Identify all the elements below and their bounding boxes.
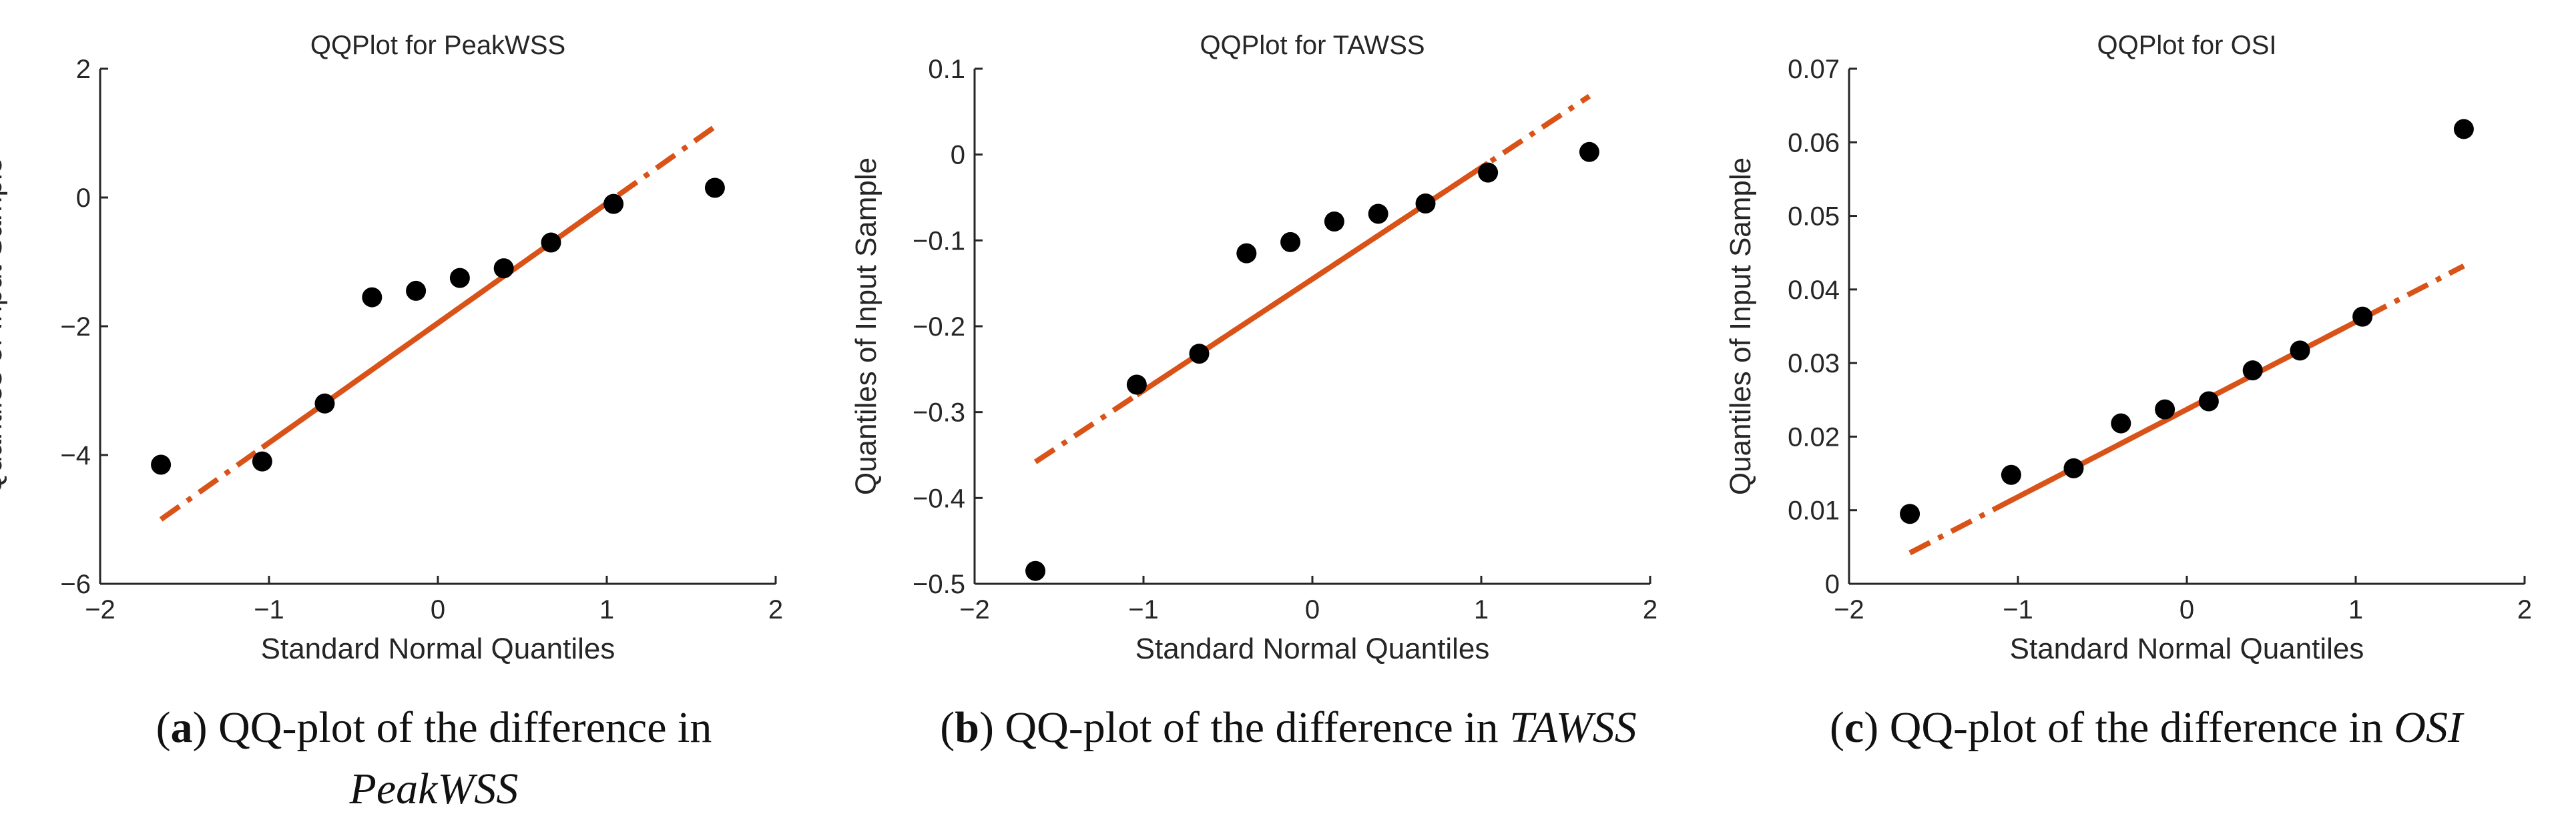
p1-data-point: [1280, 232, 1301, 252]
p2-y-tick-label: 0.07: [1788, 55, 1840, 84]
p1-y-tick-label: −0.3: [913, 398, 965, 428]
caption-b-label: b: [955, 703, 979, 752]
p1-data-point: [1324, 212, 1344, 232]
p0-data-point: [151, 454, 172, 475]
p2-title: QQPlot for OSI: [2097, 31, 2277, 60]
p0-x-tick-label: −2: [85, 595, 115, 624]
p1-x-tick-label: 2: [1643, 595, 1657, 624]
p1-data-point: [1579, 141, 1599, 162]
p0-data-point: [449, 268, 470, 288]
p2-data-point: [2453, 119, 2474, 139]
panel-osi: −2 −1 0 1 2 0 0.01 0.02 0.03 0.04 0.05 0.06 0.07 QQPl…: [1724, 31, 2532, 665]
p1-data-point: [1478, 162, 1499, 183]
p2-data-point: [2111, 413, 2131, 434]
p2-data-point: [2242, 360, 2263, 381]
p2-y-axis-label: Quantiles of Input Sample: [1724, 157, 1757, 495]
p0-y-tick-label: −2: [60, 312, 91, 342]
caption-c-label: c: [1844, 703, 1864, 752]
caption-c-var: OSI: [2394, 703, 2463, 752]
p2-data-point: [2198, 391, 2219, 412]
p2-data-point: [2155, 399, 2175, 420]
p2-y-tick-label: 0.05: [1788, 202, 1840, 232]
p1-title: QQPlot for TAWSS: [1200, 31, 1425, 60]
p1-y-tick-label: −0.4: [913, 484, 965, 513]
p2-x-tick-label: −1: [2003, 595, 2033, 624]
p0-y-tick-label: −6: [60, 570, 91, 599]
p0-x-axis-label: Standard Normal Quantiles: [261, 633, 615, 665]
p2-y-tick-label: 0.01: [1788, 496, 1840, 526]
p2-data-point: [2352, 306, 2373, 327]
p1-y-tick-label: 0.1: [928, 55, 965, 84]
p2-data-point: [2063, 458, 2084, 478]
caption-a-var: PeakWSS: [349, 765, 519, 813]
p2-data-point: [2001, 464, 2021, 485]
p2-data-point: [2290, 340, 2310, 361]
caption-a-label: a: [170, 703, 193, 752]
p1-y-axis-label: Quantiles of Input Sample: [850, 157, 882, 495]
p2-x-tick-label: −2: [1834, 595, 1864, 624]
p1-y-tick-label: 0: [951, 141, 965, 170]
p2-reference-line-solid: [2010, 316, 2364, 503]
p2-x-axis-label: Standard Normal Quantiles: [2010, 633, 2364, 665]
caption-c: (c) QQ-plot of the difference in OSI: [1829, 703, 2463, 752]
p1-data-point: [1126, 374, 1147, 395]
p1-x-axis-label: Standard Normal Quantiles: [1135, 633, 1490, 665]
p0-data-point: [314, 393, 335, 414]
p0-data-point: [362, 287, 382, 308]
p0-y-axis-label: Quantiles of Input Sample: [0, 157, 8, 495]
p1-x-tick-label: −2: [959, 595, 990, 624]
p0-data-point: [406, 280, 427, 301]
p1-x-tick-label: 0: [1305, 595, 1320, 624]
p1-y-tick-label: −0.1: [913, 226, 965, 256]
p2-x-tick-label: 0: [2179, 595, 2194, 624]
p0-data-point: [541, 232, 561, 253]
p2-y-tick-label: 0.03: [1788, 349, 1840, 378]
p0-reference-line-solid: [260, 196, 615, 450]
p2-y-tick-label: 0: [1825, 570, 1840, 599]
p1-data-point: [1415, 193, 1436, 214]
p1-x-tick-label: 1: [1474, 595, 1489, 624]
p1-y-tick-label: −0.2: [913, 312, 965, 342]
p1-x-tick-label: −1: [1128, 595, 1159, 624]
p1-data-point: [1368, 203, 1388, 224]
p0-x-tick-label: 2: [768, 595, 783, 624]
p0-y-tick-label: −4: [60, 441, 91, 470]
p0-x-tick-label: 0: [431, 595, 445, 624]
caption-c-text: QQ-plot of the difference in: [1889, 703, 2383, 752]
caption-b: (b) QQ-plot of the difference in TAWSS: [940, 703, 1637, 752]
p2-x-tick-label: 2: [2517, 595, 2532, 624]
p2-y-tick-label: 0.06: [1788, 128, 1840, 157]
p0-x-tick-label: −1: [254, 595, 284, 624]
p2-x-tick-label: 1: [2348, 595, 2363, 624]
caption-b-var: TAWSS: [1509, 703, 1637, 752]
p0-title: QQPlot for PeakWSS: [310, 31, 565, 60]
p0-x-tick-label: 1: [599, 595, 614, 624]
p1-data-point: [1189, 344, 1210, 364]
p1-data-point: [1025, 560, 1046, 581]
p1-y-tick-label: −0.5: [913, 570, 965, 599]
p2-data-point: [1900, 504, 1920, 524]
p1-data-point: [1236, 243, 1257, 264]
panel-peakwss: −2 −1 0 1 2 −6 −4 −2 0 2 QQPlot for PeakWSS Standar…: [0, 31, 783, 665]
caption-b-text: QQ-plot of the difference in: [1005, 703, 1499, 752]
p0-data-point: [493, 258, 514, 279]
caption-a-text: QQ-plot of the difference in: [218, 703, 712, 752]
p2-y-tick-label: 0.04: [1788, 276, 1840, 305]
p0-data-point: [603, 193, 624, 214]
p0-data-point: [704, 177, 725, 198]
p2-y-tick-label: 0.02: [1788, 422, 1840, 452]
p0-y-tick-label: 2: [76, 55, 91, 84]
p0-data-point: [252, 451, 272, 472]
caption-a: (a) QQ-plot of the difference in PeakWSS: [156, 703, 712, 813]
p0-y-tick-label: 0: [76, 183, 91, 213]
panel-tawss: −2 −1 0 1 2 −0.5 −0.4 −0.3 −0.2 −0.1 0 0.1 QQPlot fo…: [850, 31, 1657, 665]
p1-reference-line-solid: [1135, 161, 1490, 398]
